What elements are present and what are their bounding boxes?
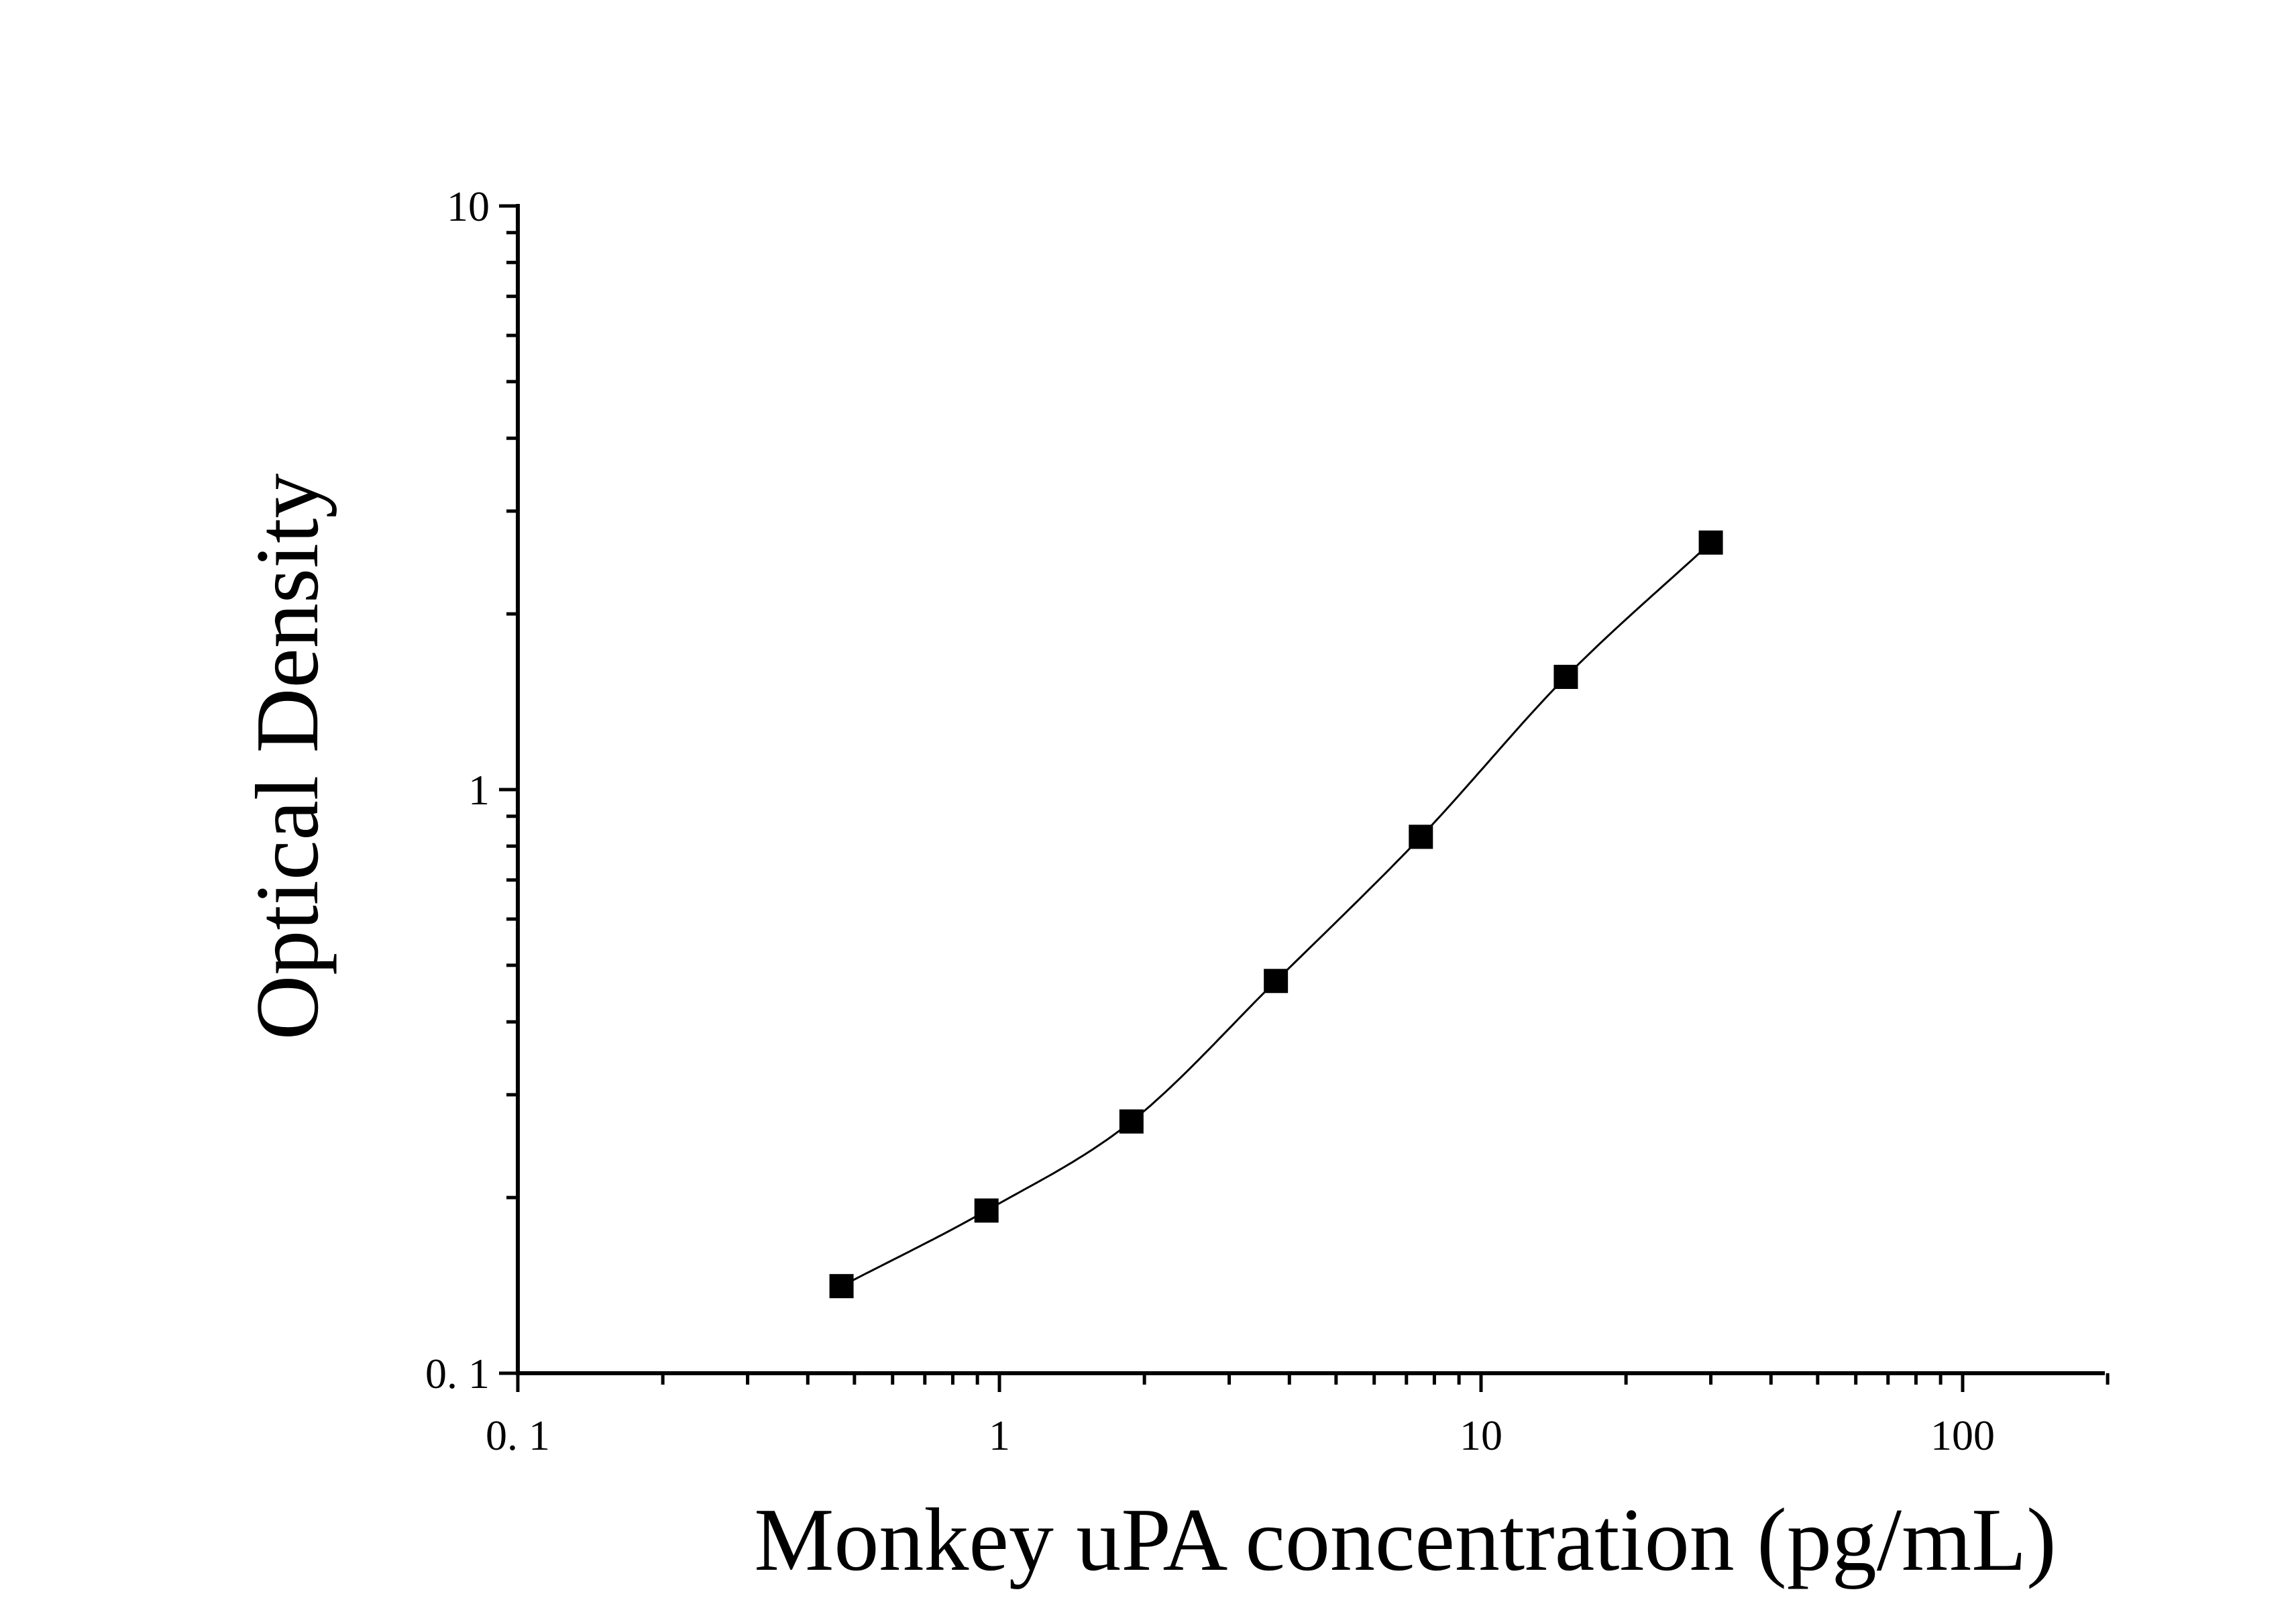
x-tick-label: 1 bbox=[989, 1411, 1010, 1459]
data-point bbox=[1553, 664, 1578, 689]
data-points bbox=[829, 530, 1723, 1299]
axes bbox=[516, 204, 2105, 1375]
x-tick-label: 0. 1 bbox=[486, 1411, 550, 1459]
data-point bbox=[829, 1274, 854, 1299]
y-tick-label: 1 bbox=[468, 766, 490, 814]
data-point bbox=[1409, 824, 1433, 849]
x-axis-ticks bbox=[516, 1373, 2110, 1392]
data-point bbox=[1264, 969, 1289, 994]
x-axis-title: Monkey uPA concentration (pg/mL) bbox=[754, 1490, 2057, 1589]
y-tick-labels: 0. 1 1 10 bbox=[425, 182, 490, 1397]
x-tick-labels: 0. 1 1 10 100 bbox=[486, 1411, 1995, 1459]
y-axis-title: Optical Density bbox=[237, 474, 337, 1040]
fit-curve bbox=[840, 541, 1712, 1287]
data-point bbox=[1119, 1109, 1144, 1134]
y-tick-label: 0. 1 bbox=[425, 1350, 490, 1397]
fit-curve-layer bbox=[840, 541, 1712, 1287]
data-point bbox=[974, 1198, 999, 1223]
y-axis-ticks bbox=[499, 204, 518, 1375]
x-tick-label: 10 bbox=[1460, 1411, 1502, 1459]
x-tick-label: 100 bbox=[1930, 1411, 1995, 1459]
data-point bbox=[1698, 530, 1723, 555]
y-tick-label: 10 bbox=[447, 182, 490, 230]
